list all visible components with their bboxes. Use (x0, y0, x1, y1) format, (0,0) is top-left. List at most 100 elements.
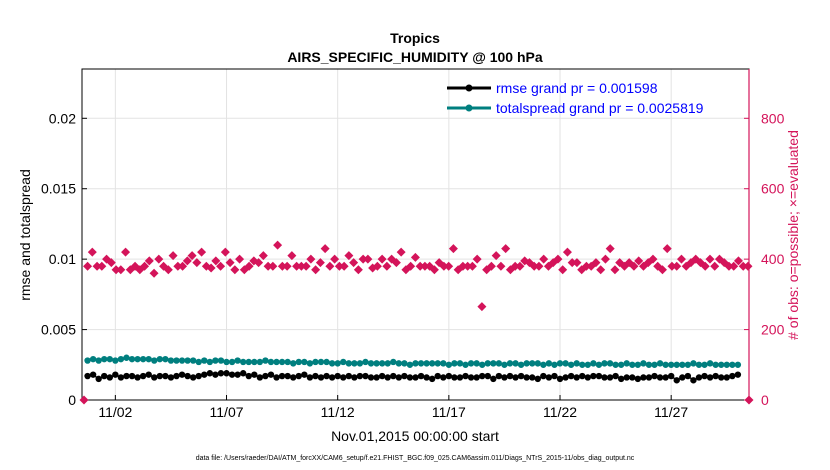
rmse-point (534, 375, 541, 383)
rmse-point (595, 372, 603, 380)
obs-point (287, 251, 297, 261)
rmse-point (690, 377, 697, 384)
totalspread-point (517, 361, 525, 368)
obs-point (263, 261, 273, 271)
totalspread-point (556, 360, 564, 367)
rmse-point (679, 374, 686, 381)
obs-point (634, 256, 644, 266)
totalspread-point (189, 357, 197, 364)
rmse-point (84, 372, 91, 380)
rmse-point (201, 371, 208, 378)
rmse-point (328, 374, 336, 381)
totalspread-point (667, 361, 675, 368)
rmse-point (351, 374, 358, 381)
totalspread-point (395, 360, 403, 367)
totalspread-point (523, 360, 530, 367)
rmse-point (656, 374, 664, 381)
rmse-point (167, 374, 175, 381)
x-tick-label: 11/12 (321, 404, 355, 420)
totalspread-point (362, 358, 369, 366)
rmse-point (151, 374, 158, 381)
obs-point (553, 254, 563, 264)
totalspread-point (712, 361, 719, 368)
rmse-point (495, 372, 503, 380)
totalspread-point (262, 357, 269, 364)
obs-point (92, 261, 102, 271)
obs-point (477, 302, 487, 312)
rmse-point (645, 374, 653, 381)
totalspread-point (295, 358, 302, 366)
x-tick-label: 11/17 (432, 404, 466, 420)
totalspread-point (290, 360, 297, 367)
right-axis: 0 200 400 600 800 (744, 69, 785, 408)
rmse-point (617, 375, 625, 383)
obs-point (515, 261, 525, 271)
y2-tick-label: 0 (761, 392, 769, 408)
totalspread-point (701, 361, 708, 368)
totalspread-point (345, 360, 352, 367)
totalspread-point (123, 354, 130, 361)
totalspread-point (84, 357, 91, 364)
totalspread-point (384, 360, 391, 367)
totalspread-point (734, 361, 742, 368)
obs-point (325, 261, 335, 271)
rmse-point (178, 371, 186, 378)
rmse-point (556, 375, 564, 383)
rmse-point (490, 375, 497, 383)
rmse-point (434, 372, 441, 380)
rmse-point (406, 374, 414, 381)
rmse-point (701, 372, 708, 380)
y-tick-label: 0.01 (49, 251, 76, 267)
rmse-point (262, 372, 269, 380)
totalspread-point (534, 360, 541, 367)
obs-point (358, 254, 368, 264)
y-tick-label: 0 (68, 392, 76, 408)
totalspread-point (167, 357, 175, 364)
rmse-point (512, 374, 519, 381)
rmse-point (718, 374, 725, 381)
totalspread-point (479, 361, 486, 368)
obs-point (235, 254, 245, 264)
totalspread-point (729, 361, 736, 368)
chart-subtitle: AIRS_SPECIFIC_HUMIDITY @ 100 hPa (287, 49, 543, 65)
rmse-point (417, 372, 425, 380)
legend-rmse-label: rmse grand pr = 0.001598 (496, 80, 658, 96)
totalspread-point (601, 360, 608, 367)
obs-point (667, 261, 677, 271)
totalspread-point (328, 360, 336, 367)
totalspread-point (567, 361, 575, 368)
totalspread-point (278, 358, 286, 366)
rmse-point (184, 372, 191, 380)
totalspread-point (223, 358, 230, 366)
obs-point (216, 261, 226, 271)
totalspread-point (412, 360, 419, 367)
totalspread-point (184, 357, 191, 364)
obs-point (391, 258, 401, 268)
obs-point (244, 261, 254, 271)
obs-point (558, 265, 568, 275)
obs-point (458, 261, 468, 271)
obs-point (277, 261, 287, 271)
rmse-point (189, 374, 197, 381)
rmse-point (445, 372, 453, 380)
totalspread-point (134, 355, 141, 363)
totalspread-point (417, 360, 425, 367)
x-tick-label: 11/02 (98, 404, 132, 420)
totalspread-point (251, 358, 258, 366)
obs-point (353, 265, 363, 275)
totalspread-point (234, 357, 241, 364)
obs-point (292, 261, 302, 271)
totalspread-point (679, 361, 686, 368)
totalspread-point (206, 358, 214, 366)
totalspread-point (139, 355, 147, 363)
obs-point (334, 261, 344, 271)
totalspread-point (684, 361, 692, 368)
totalspread-point (256, 358, 264, 366)
obs-point (87, 247, 97, 257)
obs-point (562, 247, 572, 257)
rmse-point (651, 372, 658, 380)
totalspread-point (445, 361, 453, 368)
rmse-point (301, 371, 308, 378)
totalspread-point (367, 360, 375, 367)
obs-point (220, 247, 230, 257)
